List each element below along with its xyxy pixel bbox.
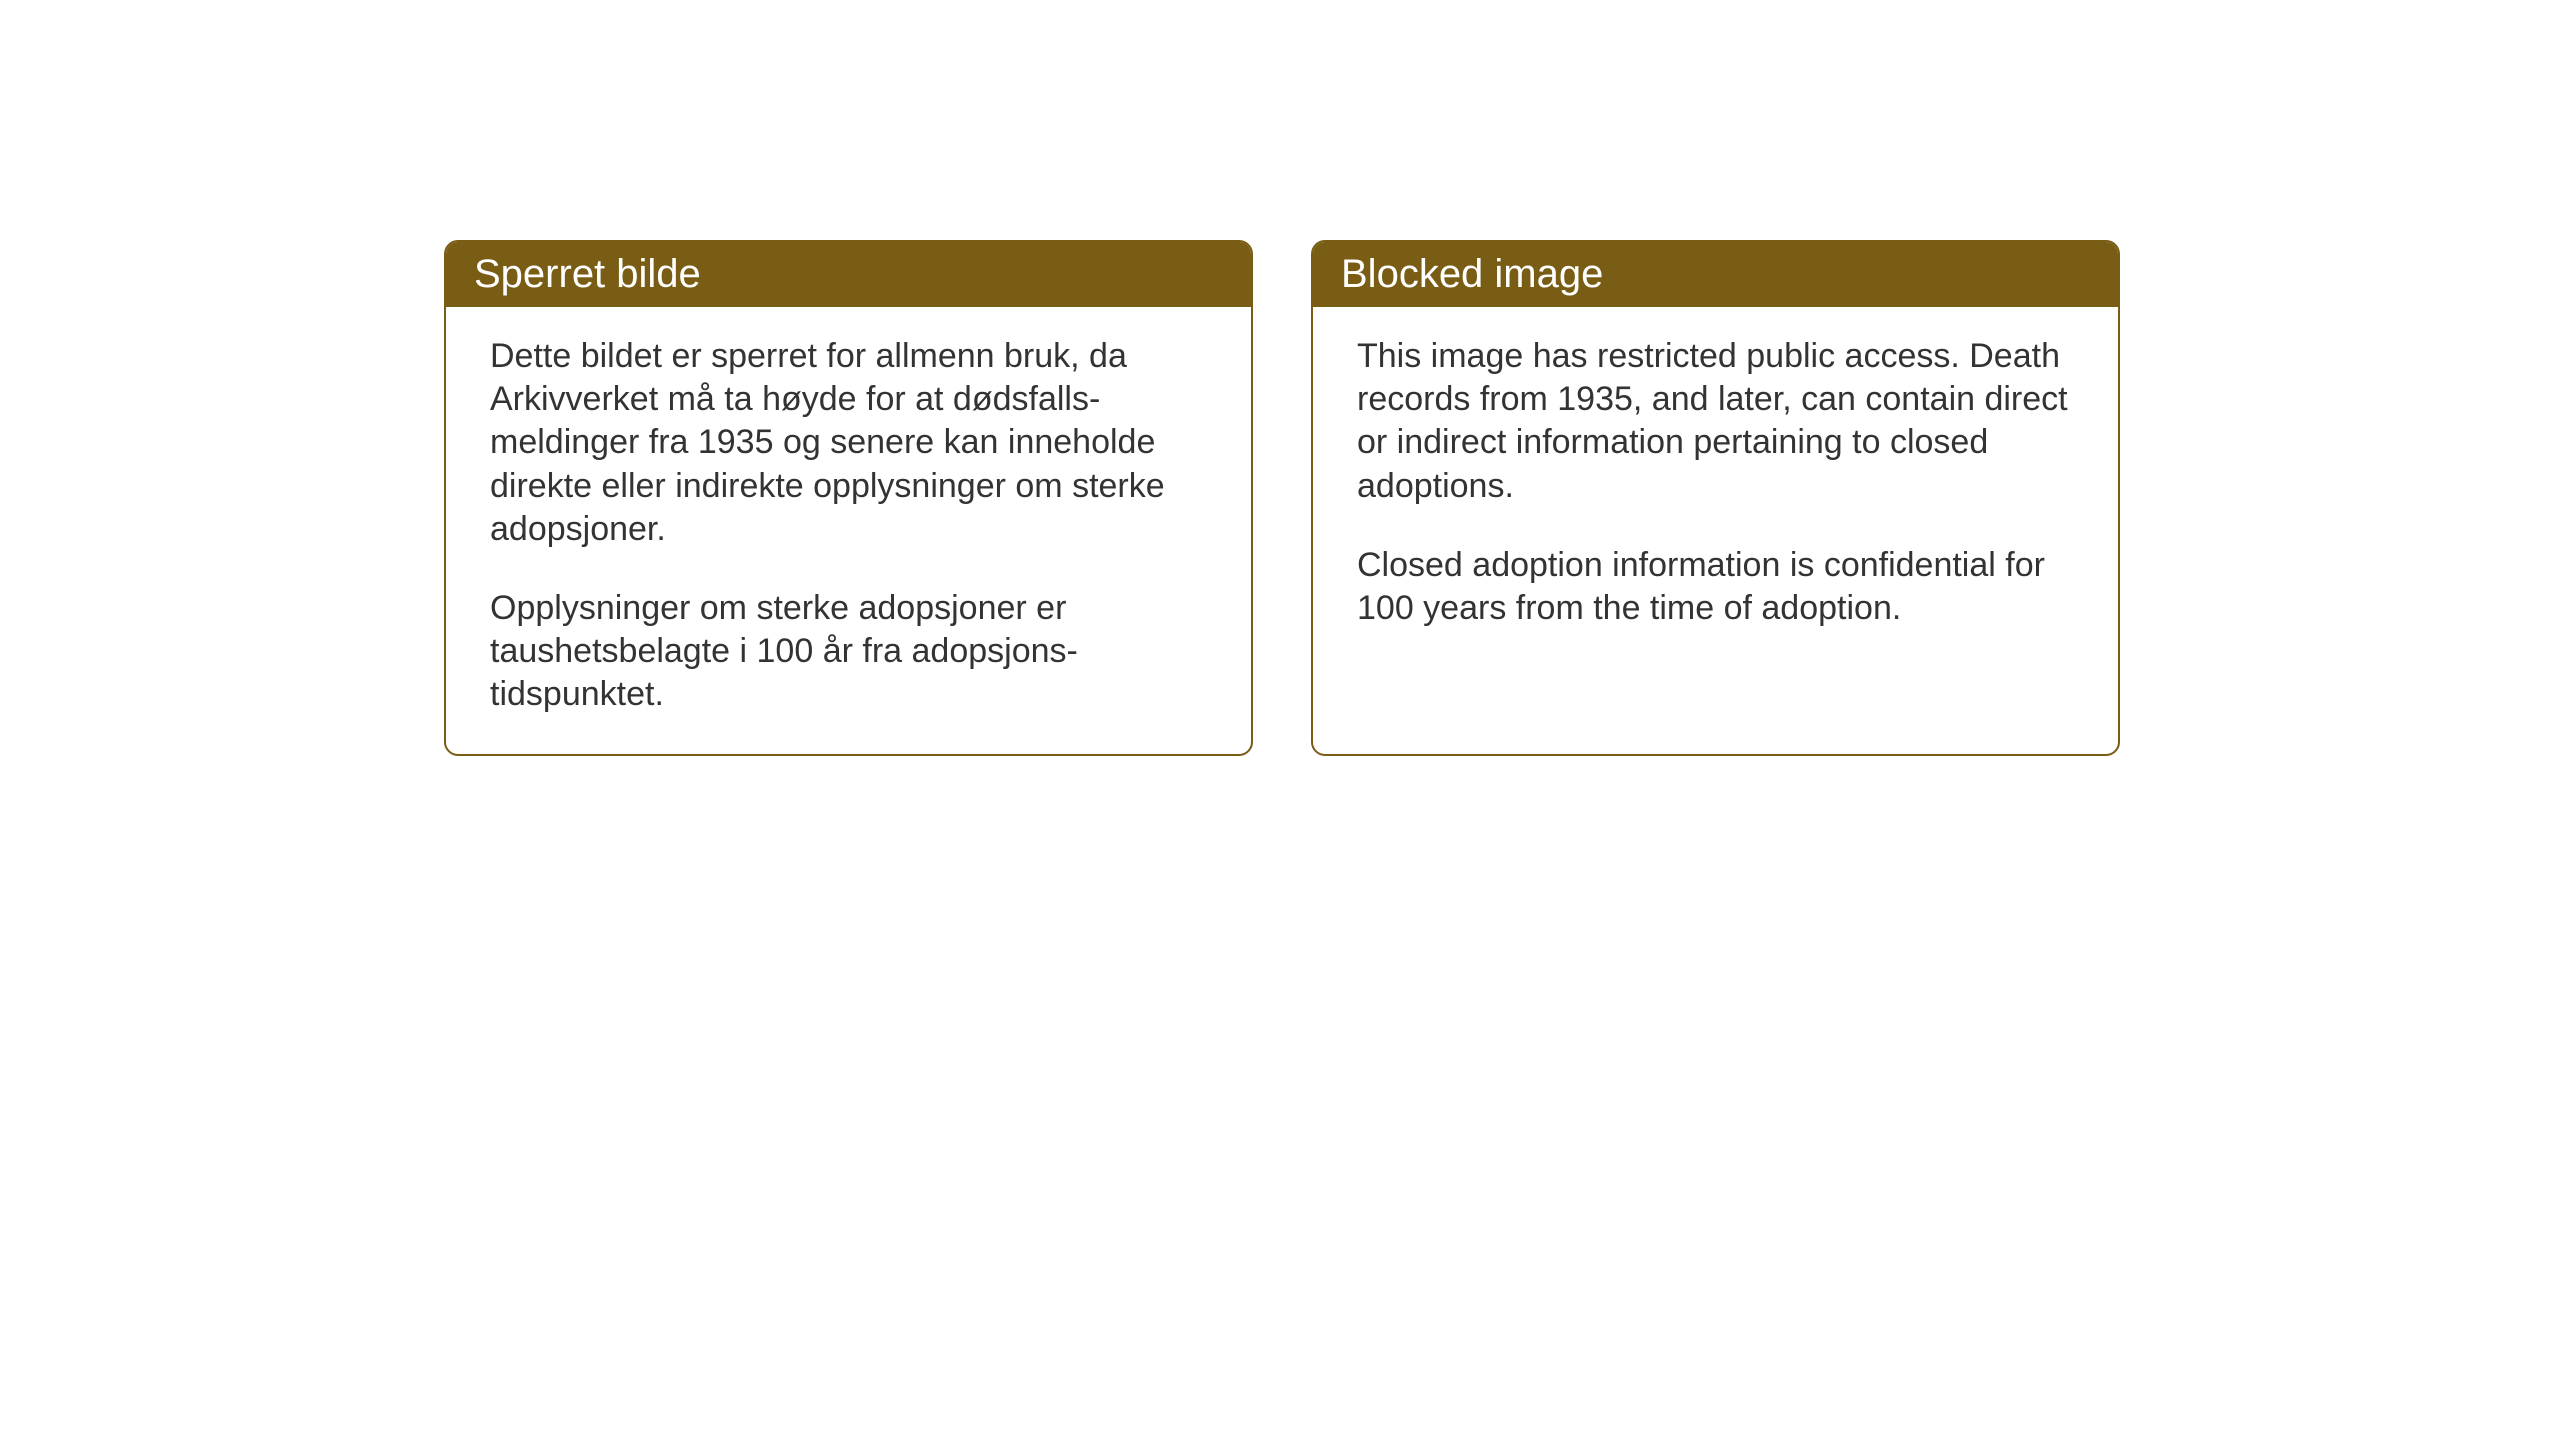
card-title: Sperret bilde: [474, 252, 701, 296]
notice-cards-container: Sperret bilde Dette bildet er sperret fo…: [444, 240, 2120, 756]
card-title: Blocked image: [1341, 252, 1603, 296]
notice-card-norwegian: Sperret bilde Dette bildet er sperret fo…: [444, 240, 1253, 756]
notice-card-english: Blocked image This image has restricted …: [1311, 240, 2120, 756]
card-header-english: Blocked image: [1313, 242, 2118, 307]
card-body-norwegian: Dette bildet er sperret for allmenn bruk…: [446, 307, 1251, 754]
card-header-norwegian: Sperret bilde: [446, 242, 1251, 307]
card-paragraph: Closed adoption information is confident…: [1357, 544, 2074, 630]
card-paragraph: This image has restricted public access.…: [1357, 335, 2074, 508]
card-body-english: This image has restricted public access.…: [1313, 307, 2118, 668]
card-paragraph: Opplysninger om sterke adopsjoner er tau…: [490, 587, 1207, 717]
card-paragraph: Dette bildet er sperret for allmenn bruk…: [490, 335, 1207, 551]
